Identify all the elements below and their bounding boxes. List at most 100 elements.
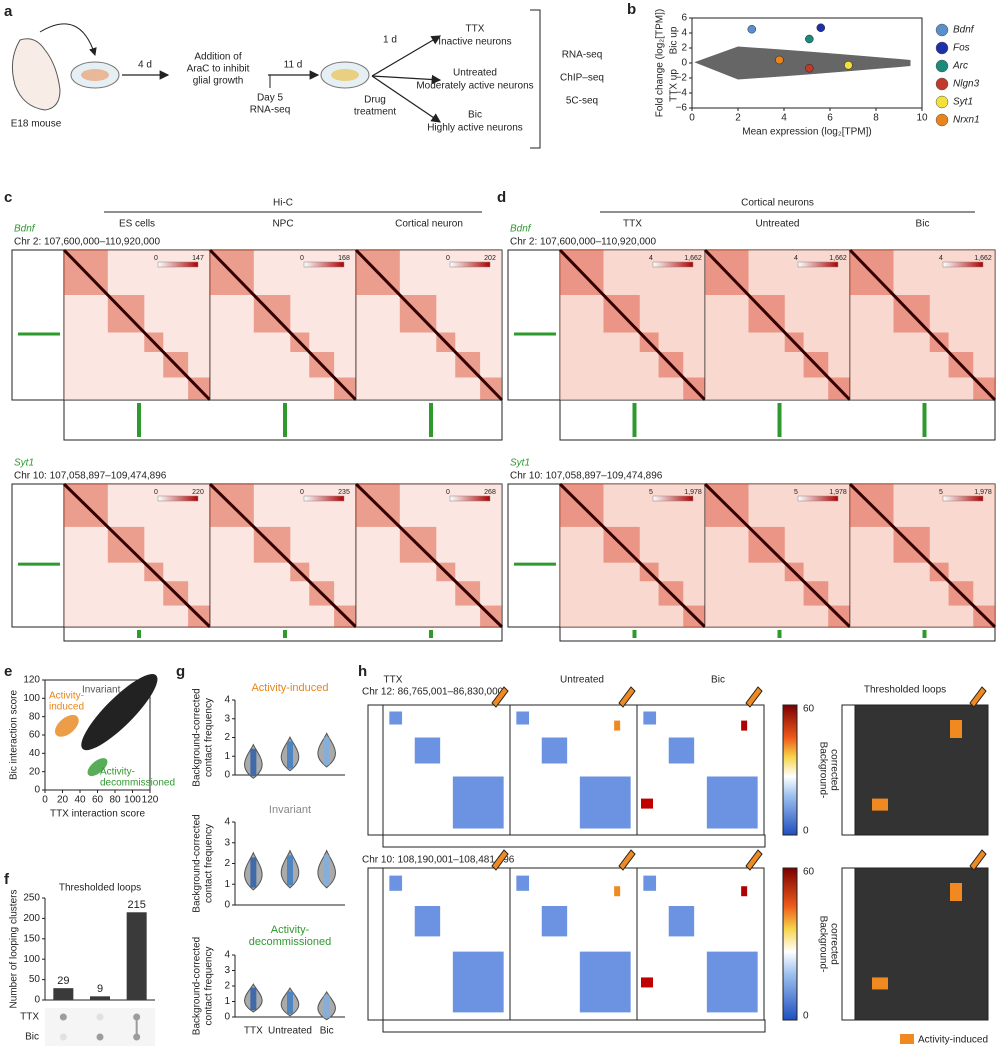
colorbar (782, 867, 798, 1021)
y-axis-label: Fold change (log₂[TPM]) (655, 9, 666, 117)
loop (641, 798, 653, 809)
label: Hi-C (273, 198, 293, 209)
y-tick-label: −6 (676, 103, 688, 114)
legend-label: Nrxn1 (953, 115, 980, 126)
y-tick-label: 20 (29, 766, 41, 777)
y-tick-label: 1 (224, 751, 230, 762)
gene-track-mark (632, 403, 637, 437)
legend-swatch (900, 1034, 914, 1044)
annotation: decommissioned (100, 778, 175, 789)
annotation: Activity- (100, 767, 135, 778)
gene-name: Syt1 (14, 458, 34, 469)
legend-swatch (935, 95, 949, 109)
blue-block (452, 951, 504, 1013)
y-tick-label: 3 (224, 965, 230, 976)
loop-call (950, 883, 962, 901)
label: Chr 10: 108,190,001–108,481,896 (362, 855, 515, 866)
label: 60 (803, 867, 815, 878)
y-tick-label: 150 (23, 933, 40, 944)
x-tick-label: 6 (827, 113, 833, 124)
x-tick-label: 8 (873, 113, 879, 124)
x-tick-label: 0 (689, 113, 695, 124)
x-tick-label: 4 (781, 113, 787, 124)
y-tick-label: 100 (23, 693, 40, 704)
track-frame (382, 834, 766, 848)
chart-title: decommissioned (249, 936, 332, 948)
colorbar-label: Background- (817, 742, 828, 799)
gene-track-mark (429, 403, 433, 437)
gene-track (367, 704, 384, 836)
gene-track-mark (777, 403, 782, 437)
panel-letter: f (4, 871, 10, 888)
blue-block (541, 737, 568, 764)
y-tick-label: 50 (29, 974, 41, 985)
y-tick-label: 0 (224, 770, 230, 781)
gene-point (816, 23, 826, 32)
y-tick-label: 4 (224, 950, 230, 961)
y-tick-label: 3 (224, 837, 230, 848)
x-tick-label: 60 (92, 795, 104, 806)
legend-label: Arc (952, 61, 968, 72)
scale-max: 147 (192, 255, 204, 262)
bar (53, 988, 74, 1000)
x-tick-label: 80 (109, 795, 121, 806)
x-tick-label: 40 (74, 795, 86, 806)
point-strip (323, 855, 330, 886)
x-tick-label: Bic (320, 1026, 334, 1037)
label: 60 (803, 704, 815, 715)
heatmap-diagonal (354, 248, 504, 402)
bar (90, 996, 110, 1000)
gene-track-mark (922, 403, 927, 437)
label: Inactive neurons (438, 37, 511, 48)
gene-track (841, 704, 856, 836)
scale-bar (157, 495, 199, 502)
gene-point (775, 55, 784, 65)
region: Chr 10: 107,058,897–109,474,896 (14, 471, 167, 482)
loop (641, 977, 653, 988)
label: Addition of (194, 52, 241, 63)
y-tick-label: 120 (23, 675, 40, 686)
label: 0 (803, 826, 809, 837)
loop (741, 720, 748, 731)
chart-title: Invariant (269, 804, 311, 816)
heatmap-diagonal (62, 482, 212, 629)
point-strip (287, 991, 293, 1015)
scale-bar (157, 261, 199, 268)
gene-name: Syt1 (510, 458, 530, 469)
legend-label: Nlgn3 (953, 79, 980, 90)
gene-point (844, 61, 853, 70)
legend-swatch (935, 59, 949, 73)
gene-track-mark (429, 630, 433, 638)
scale-bar (652, 261, 694, 268)
label: E18 mouse (11, 119, 62, 130)
x-tick-label: 2 (735, 113, 741, 124)
blue-block (643, 711, 657, 725)
scale-min: 0 (154, 255, 158, 262)
panel-letter: g (176, 663, 185, 680)
y-tick-label: 0 (34, 785, 40, 796)
y-tick-label: 80 (29, 711, 41, 722)
scale-min: 0 (446, 489, 450, 496)
blue-block (706, 951, 758, 1013)
scale-max: 220 (192, 489, 204, 496)
scale-max: 235 (338, 489, 350, 496)
legend-swatch (935, 113, 949, 127)
x-tick-label: 20 (57, 795, 69, 806)
x-tick-label: TTX (244, 1026, 263, 1037)
colorbar-label: corrected (828, 923, 839, 965)
label: Bic (916, 219, 930, 230)
y-tick-label: 40 (29, 748, 41, 759)
bracket (530, 9, 541, 149)
scale-max: 268 (484, 489, 496, 496)
y-tick-label: 60 (29, 730, 41, 741)
point-strip (323, 737, 330, 765)
arrow (969, 686, 987, 708)
point-strip (250, 748, 257, 777)
label: TTX (466, 24, 485, 35)
scale-max: 1,978 (684, 489, 702, 496)
y-tick-label: 1 (224, 996, 230, 1007)
arrow (969, 849, 987, 871)
y-axis-label: contact frequency (204, 947, 215, 1026)
loop-call (950, 720, 962, 738)
y-tick-label: 4 (224, 695, 230, 706)
